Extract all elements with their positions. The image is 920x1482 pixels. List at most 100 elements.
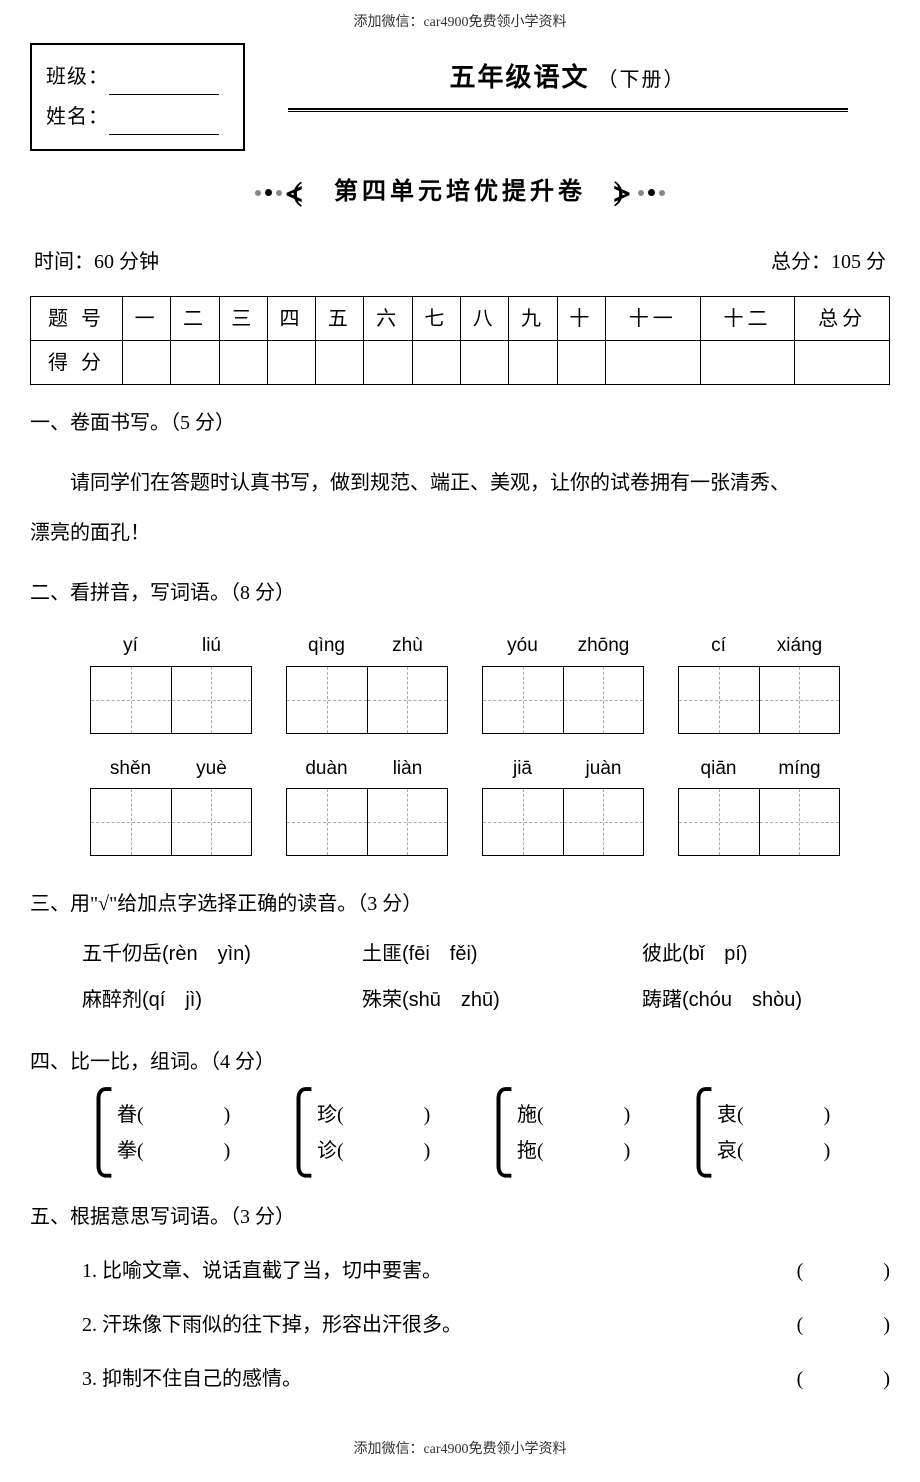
py: qiān bbox=[678, 752, 759, 786]
q5-text: 1. 比喻文章、说话直截了当，切中要害。 bbox=[82, 1253, 760, 1289]
char-box[interactable] bbox=[759, 667, 840, 733]
q3-pinyin: (shū zhū) bbox=[402, 989, 500, 1011]
score-cell[interactable] bbox=[795, 341, 890, 385]
py: qìng bbox=[286, 629, 367, 663]
q3-word: 踌躇 bbox=[642, 989, 682, 1011]
q4-char: 眷 bbox=[117, 1104, 137, 1126]
char-box[interactable] bbox=[679, 667, 759, 733]
py: zhōng bbox=[563, 629, 644, 663]
col-h: 二 bbox=[171, 297, 219, 341]
q3-pinyin: (chóu shòu) bbox=[682, 989, 802, 1011]
q5-row: 3. 抑制不住自己的感情。( ) bbox=[82, 1361, 890, 1397]
score-cell[interactable] bbox=[461, 341, 509, 385]
col-h: 十 bbox=[557, 297, 605, 341]
char-box[interactable] bbox=[483, 789, 563, 855]
col-h: 四 bbox=[267, 297, 315, 341]
q3-item: 五千仞岳(rèn yìn) bbox=[82, 936, 362, 972]
header-row: 班级： 姓名： 五年级语文（下册） bbox=[30, 43, 890, 151]
q5-text: 3. 抑制不住自己的感情。 bbox=[82, 1361, 760, 1397]
pinyin-cell: shěnyuè bbox=[90, 752, 252, 856]
row1-label: 题 号 bbox=[31, 297, 123, 341]
pinyin-row: yíliú qìngzhù yóuzhōng cíxiáng bbox=[30, 629, 890, 733]
meta-row: 时间：60 分钟 总分：105 分 bbox=[30, 244, 890, 280]
q5-heading: 五、根据意思写词语。（3 分） bbox=[30, 1199, 890, 1235]
col-h: 十一 bbox=[605, 297, 700, 341]
char-box[interactable] bbox=[91, 789, 171, 855]
pinyin-cell: duànliàn bbox=[286, 752, 448, 856]
char-box[interactable] bbox=[287, 667, 367, 733]
q3-pinyin: (qí jì) bbox=[142, 989, 202, 1011]
q4-item: 拖() bbox=[517, 1133, 630, 1169]
q5-list: 1. 比喻文章、说话直截了当，切中要害。( ) 2. 汗珠像下雨似的往下掉，形容… bbox=[30, 1253, 890, 1397]
score-cell[interactable] bbox=[509, 341, 557, 385]
py: jiā bbox=[482, 752, 563, 786]
q5-row: 1. 比喻文章、说话直截了当，切中要害。( ) bbox=[82, 1253, 890, 1289]
char-box[interactable] bbox=[91, 667, 171, 733]
page-title: 五年级语文（下册） bbox=[245, 55, 890, 102]
char-box[interactable] bbox=[367, 667, 448, 733]
q3-item: 土匪(fēi fěi) bbox=[362, 936, 642, 972]
q3-grid: 五千仞岳(rèn yìn) 土匪(fēi fěi) 彼此(bǐ pí) 麻醉剂(… bbox=[30, 936, 890, 1018]
name-blank[interactable] bbox=[109, 134, 219, 135]
score-cell[interactable] bbox=[412, 341, 460, 385]
q4-item: 拳() bbox=[117, 1133, 230, 1169]
q4-item: 眷() bbox=[117, 1097, 230, 1133]
score-cell[interactable] bbox=[316, 341, 364, 385]
pinyin-cell: qiānmíng bbox=[678, 752, 840, 856]
student-info-box: 班级： 姓名： bbox=[30, 43, 245, 151]
q2-heading: 二、看拼音，写词语。（8 分） bbox=[30, 575, 890, 611]
score-cell[interactable] bbox=[171, 341, 219, 385]
col-h: 一 bbox=[123, 297, 171, 341]
q3-item: 麻醉剂(qí jì) bbox=[82, 982, 362, 1018]
score-cell[interactable] bbox=[123, 341, 171, 385]
char-box[interactable] bbox=[287, 789, 367, 855]
q3-heading: 三、用"√"给加点字选择正确的读音。（3 分） bbox=[30, 886, 890, 922]
q3-word: 土匪 bbox=[362, 943, 402, 965]
char-box[interactable] bbox=[171, 667, 252, 733]
col-h: 五 bbox=[316, 297, 364, 341]
char-box[interactable] bbox=[483, 667, 563, 733]
answer-paren[interactable]: ( ) bbox=[760, 1307, 890, 1343]
score-cell[interactable] bbox=[557, 341, 605, 385]
score-cell[interactable] bbox=[364, 341, 412, 385]
char-box[interactable] bbox=[171, 789, 252, 855]
col-h: 八 bbox=[461, 297, 509, 341]
q4-item: 施() bbox=[517, 1097, 630, 1133]
pinyin-cell: yóuzhōng bbox=[482, 629, 644, 733]
score-cell[interactable] bbox=[219, 341, 267, 385]
col-h: 十二 bbox=[700, 297, 795, 341]
table-row: 题 号 一 二 三 四 五 六 七 八 九 十 十一 十二 总分 bbox=[31, 297, 890, 341]
q4-char: 珍 bbox=[317, 1104, 337, 1126]
q3-word: 殊荣 bbox=[362, 989, 402, 1011]
class-line: 班级： bbox=[46, 59, 229, 95]
score-cell[interactable] bbox=[267, 341, 315, 385]
score-cell[interactable] bbox=[605, 341, 700, 385]
py: zhù bbox=[367, 629, 448, 663]
q3-item: 踌躇(chóu shòu) bbox=[642, 982, 890, 1018]
py: liàn bbox=[367, 752, 448, 786]
q3-row: 麻醉剂(qí jì) 殊荣(shū zhū) 踌躇(chóu shòu) bbox=[82, 982, 890, 1018]
answer-paren[interactable]: ( ) bbox=[760, 1253, 890, 1289]
q4-col: ⎧⎩施()拖() bbox=[482, 1094, 682, 1173]
brace-icon: ⎧⎩ bbox=[482, 1094, 515, 1173]
q4-grid: ⎧⎩眷()拳() ⎧⎩珍()诊() ⎧⎩施()拖() ⎧⎩衷()哀() bbox=[30, 1094, 890, 1173]
char-box[interactable] bbox=[563, 667, 644, 733]
q4-char: 哀 bbox=[717, 1140, 737, 1162]
answer-paren[interactable]: ( ) bbox=[760, 1361, 890, 1397]
char-box[interactable] bbox=[679, 789, 759, 855]
char-box[interactable] bbox=[563, 789, 644, 855]
name-label: 姓名： bbox=[46, 106, 109, 128]
q3-word: 五千仞岳 bbox=[82, 943, 162, 965]
q4-char: 施 bbox=[517, 1104, 537, 1126]
score-table: 题 号 一 二 三 四 五 六 七 八 九 十 十一 十二 总分 得 分 bbox=[30, 296, 890, 385]
ornament-left-icon: ⦓ bbox=[255, 179, 306, 207]
col-h: 六 bbox=[364, 297, 412, 341]
name-line: 姓名： bbox=[46, 99, 229, 135]
score-cell[interactable] bbox=[700, 341, 795, 385]
q1-heading: 一、卷面书写。（5 分） bbox=[30, 405, 890, 441]
brace-icon: ⎧⎩ bbox=[682, 1094, 715, 1173]
char-box[interactable] bbox=[367, 789, 448, 855]
row2-label: 得 分 bbox=[31, 341, 123, 385]
char-box[interactable] bbox=[759, 789, 840, 855]
class-blank[interactable] bbox=[109, 94, 219, 95]
